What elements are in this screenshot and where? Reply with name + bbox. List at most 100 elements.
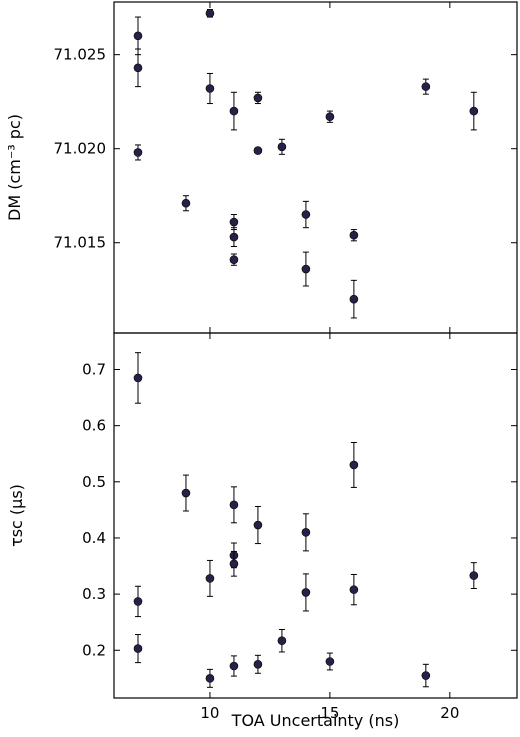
top-data-points <box>133 8 479 319</box>
tau-ytick-label: 0.4 <box>82 529 106 547</box>
dm-data-point <box>205 8 215 18</box>
tau-data-point <box>133 634 143 664</box>
dm-data-point <box>181 195 191 212</box>
dm-data-point <box>253 91 263 105</box>
dm-marker <box>301 264 311 274</box>
bottom-data-points <box>133 352 479 688</box>
dm-data-point <box>325 110 335 123</box>
dm-data-point <box>277 138 287 155</box>
tau-data-point <box>205 559 215 597</box>
tau-marker <box>349 585 359 594</box>
dm-marker <box>205 84 215 93</box>
tau-marker <box>133 373 143 383</box>
x-axis-label: TOA Uncertainty (ns) <box>231 711 400 730</box>
dm-marker <box>277 142 287 152</box>
bottom-axis-ticks: 0.2 0.3 0.4 0.5 0.6 0.7 10 15 20 <box>82 333 517 722</box>
dm-marker <box>229 106 239 116</box>
dm-data-point <box>301 200 311 229</box>
dm-marker <box>421 82 431 91</box>
dm-data-point <box>349 279 359 319</box>
dm-marker <box>133 148 143 157</box>
tau-data-point <box>253 506 263 545</box>
bottom-panel-tau: 0.2 0.3 0.4 0.5 0.6 0.7 10 15 20 τsc (μs) TOA Un… <box>7 332 518 730</box>
bottom-plot-frame <box>113 332 518 699</box>
dm-marker <box>253 146 263 155</box>
tau-marker <box>133 597 143 606</box>
tau-ytick-label: 0.5 <box>82 473 106 491</box>
dm-ytick-label: 71.015 <box>54 234 107 252</box>
tau-ytick-label: 0.6 <box>82 417 106 435</box>
dm-marker <box>229 232 239 242</box>
tau-data-point <box>325 652 335 671</box>
tau-marker <box>277 636 287 646</box>
dm-marker <box>253 93 263 103</box>
xtick-label: 20 <box>440 704 459 722</box>
tau-data-point <box>181 474 191 512</box>
dm-data-point <box>205 72 215 105</box>
dm-marker <box>301 210 311 219</box>
dm-marker <box>205 8 215 18</box>
dm-data-point <box>301 251 311 287</box>
tau-data-point <box>229 550 239 577</box>
tau-data-point <box>469 562 479 589</box>
tau-data-point <box>349 442 359 488</box>
dm-marker <box>181 198 191 208</box>
tau-marker <box>205 674 215 683</box>
dm-data-point <box>253 146 263 155</box>
tau-marker <box>181 488 191 498</box>
tau-data-point <box>205 668 215 688</box>
dm-marker <box>229 255 239 264</box>
tau-data-point <box>253 654 263 674</box>
bottom-y-axis-label: τsc (μs) <box>7 484 26 547</box>
tau-marker <box>229 559 239 569</box>
dm-marker <box>349 294 359 304</box>
tau-data-point <box>349 573 359 606</box>
tau-marker <box>253 660 263 669</box>
dm-marker <box>469 106 479 116</box>
top-y-axis-label: DM (cm⁻³ pc) <box>5 114 24 221</box>
tau-data-point <box>277 628 287 653</box>
dm-data-point <box>349 229 359 242</box>
dm-data-point <box>133 16 143 56</box>
dm-data-point <box>229 253 239 266</box>
tau-data-point <box>133 352 143 404</box>
tau-ytick-label: 0.2 <box>82 641 106 659</box>
tau-marker <box>133 644 143 653</box>
tau-data-point <box>301 573 311 612</box>
tau-marker <box>469 571 479 580</box>
tau-data-point <box>229 655 239 677</box>
tau-data-point <box>133 585 143 618</box>
dm-data-point <box>133 144 143 161</box>
dm-ytick-label: 71.020 <box>54 140 107 158</box>
top-axis-ticks: 71.015 71.020 71.025 <box>54 2 517 333</box>
tau-data-point <box>229 486 239 524</box>
tau-ytick-label: 0.7 <box>82 361 106 379</box>
dm-marker <box>133 31 143 41</box>
dm-data-point <box>421 78 431 95</box>
tau-marker <box>229 500 239 510</box>
xtick-label: 15 <box>320 704 339 722</box>
tau-marker <box>205 574 215 583</box>
tau-ytick-label: 0.3 <box>82 585 106 603</box>
tau-marker <box>325 657 335 666</box>
dm-data-point <box>469 91 479 131</box>
top-panel-dm: 71.015 71.020 71.025 DM (cm⁻³ pc) <box>5 1 518 334</box>
xtick-label: 10 <box>200 704 219 722</box>
top-plot-frame <box>113 1 518 334</box>
dm-marker <box>229 217 239 227</box>
dm-marker <box>133 63 143 73</box>
tau-marker <box>349 460 359 470</box>
dm-marker <box>325 112 335 122</box>
dm-data-point <box>229 227 239 247</box>
dm-data-point <box>229 91 239 131</box>
tau-marker <box>301 528 311 537</box>
dm-marker <box>349 230 359 240</box>
dm-data-point <box>133 48 143 88</box>
tau-marker <box>301 588 311 597</box>
tau-marker <box>421 671 431 680</box>
tau-marker <box>229 661 239 671</box>
dm-ytick-label: 71.025 <box>54 46 107 64</box>
tau-marker <box>253 520 263 530</box>
tau-data-point <box>301 513 311 552</box>
